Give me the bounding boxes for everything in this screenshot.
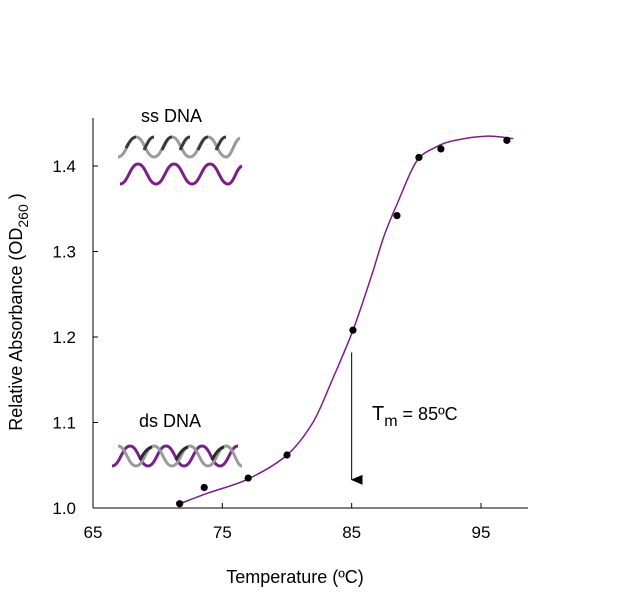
data-point (503, 136, 511, 144)
data-point (176, 500, 184, 508)
x-axis-title: Temperature (ºC) (226, 567, 364, 587)
y-axis-title-main: Relative Absorbance (OD (6, 228, 26, 431)
ss-dna-strand-purple (119, 162, 243, 186)
x-tick-label: 85 (342, 523, 361, 542)
y-axis-title-subscript: 260 (15, 204, 31, 228)
tm-symbol: T (372, 403, 384, 425)
x-tick-label: 65 (84, 523, 103, 542)
y-ticks: 1.0 1.1 1.2 1.3 1.4 (52, 157, 98, 518)
tm-label: Tm = 85ºC (372, 403, 458, 430)
data-point (200, 483, 208, 492)
ds-dna-strand-dark (138, 445, 225, 461)
x-ticks: 65 75 85 95 (84, 503, 491, 542)
ss-dna-strand-dark (124, 135, 227, 151)
ds-dna-helix-icon (111, 444, 243, 468)
data-point (437, 145, 445, 153)
y-tick-label: 1.3 (52, 243, 76, 262)
y-axis-title: Relative Absorbance (OD260 ) (6, 193, 31, 430)
data-points (176, 136, 511, 508)
ds-dna-label: ds DNA (139, 411, 201, 431)
ss-dna-label: ss DNA (141, 106, 202, 126)
y-tick-label: 1.1 (52, 414, 76, 433)
data-point (283, 451, 291, 459)
data-point (349, 326, 357, 334)
ss-dna-strands-icon (117, 135, 243, 186)
tm-subscript: m (384, 413, 397, 430)
ds-dna-strand-gray (117, 444, 243, 468)
data-point (393, 211, 401, 220)
x-tick-label: 75 (213, 523, 232, 542)
ds-dna-strand-purple (111, 444, 239, 468)
tm-value: = 85ºC (398, 404, 458, 424)
axes (92, 118, 528, 509)
y-tick-label: 1.0 (52, 499, 76, 518)
data-point (244, 474, 252, 482)
fit-curve (179, 135, 514, 505)
x-tick-label: 95 (472, 523, 491, 542)
data-point (415, 153, 423, 162)
y-tick-label: 1.4 (52, 157, 76, 176)
y-axis-title-end: ) (6, 193, 26, 204)
y-tick-label: 1.2 (52, 328, 76, 347)
